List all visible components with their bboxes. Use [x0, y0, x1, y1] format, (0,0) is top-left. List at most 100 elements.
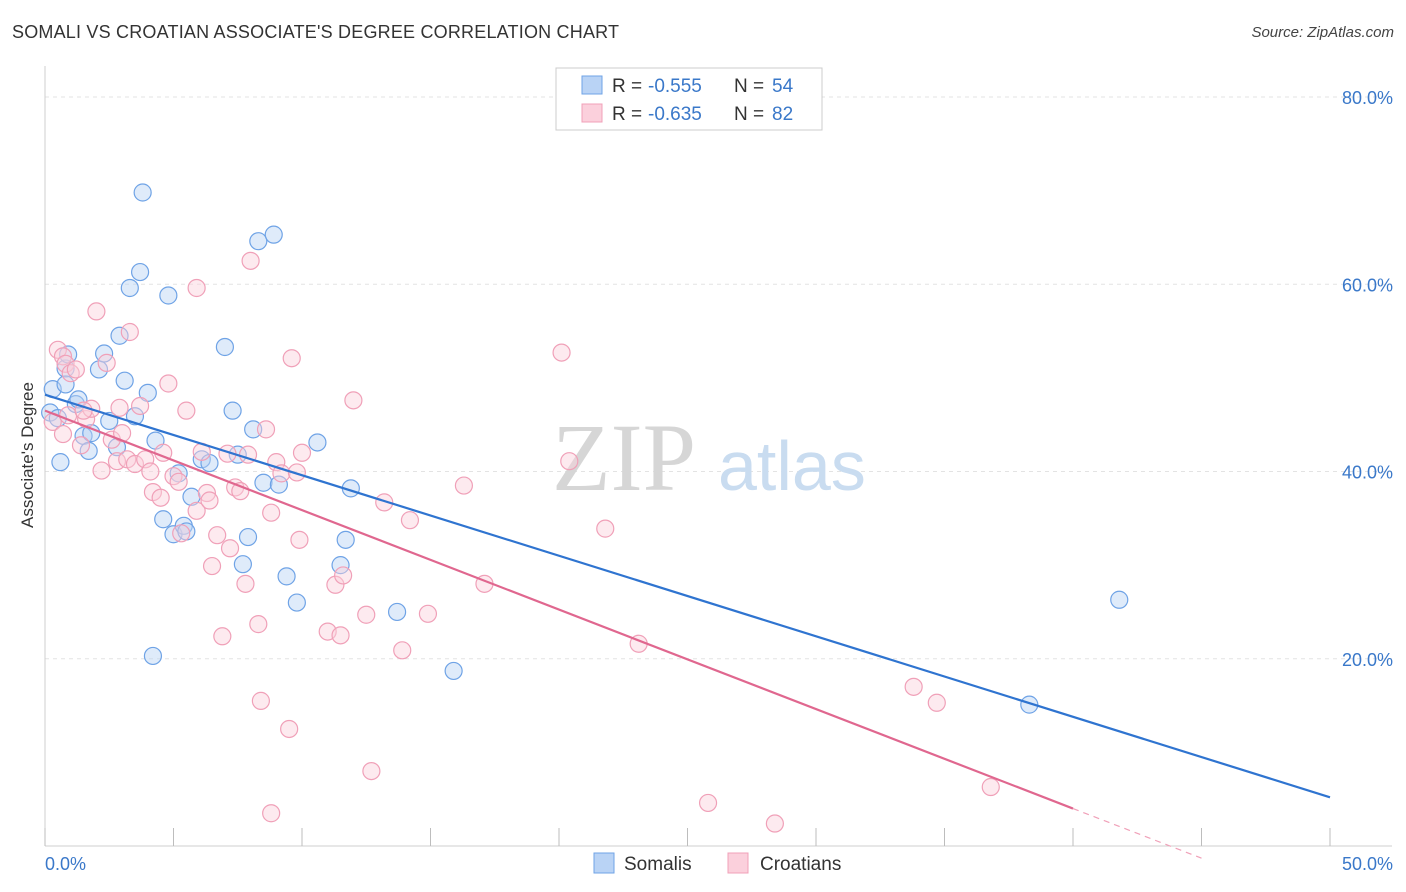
somalis-r-label: R =: [612, 76, 642, 97]
croatian-point: [125, 454, 145, 474]
trend-layer: [44, 393, 1331, 859]
croatian-point: [177, 401, 196, 420]
somali-point: [130, 262, 150, 282]
croatian-point: [197, 483, 217, 503]
somalis-series-swatch: [593, 852, 615, 874]
somalis-r-value: -0.555: [648, 76, 702, 97]
croatian-point: [187, 278, 206, 298]
somali-point: [215, 337, 234, 357]
somali-point: [308, 433, 327, 452]
somali-point: [223, 401, 242, 420]
croatian-point: [280, 719, 299, 739]
croatian-point: [362, 761, 381, 781]
croatian-point: [172, 524, 191, 543]
croatians-n-label: N =: [734, 104, 764, 125]
croatian-point: [200, 491, 219, 510]
somalis-n-value: 54: [772, 76, 794, 97]
somali-point: [336, 530, 355, 549]
croatian-point: [56, 354, 75, 373]
somali-point: [331, 556, 350, 575]
croatian-point: [981, 777, 1000, 797]
croatian-point: [418, 604, 438, 623]
croatian-point: [87, 302, 106, 321]
croatian-point: [698, 793, 718, 813]
somali-point: [254, 473, 273, 492]
somali-point: [387, 602, 407, 622]
croatian-point: [282, 349, 301, 368]
watermark-atlas: atlas: [718, 427, 866, 505]
somali-point: [444, 661, 463, 681]
croatian-point: [375, 493, 394, 512]
somali-point: [110, 326, 129, 345]
croatian-point: [326, 575, 345, 594]
croatian-point: [130, 396, 150, 416]
somali-point: [51, 453, 70, 472]
croatian-point: [331, 626, 350, 645]
croatian-point: [765, 814, 784, 833]
croatian-point: [164, 467, 183, 486]
croatian-point: [290, 530, 309, 549]
somalis-n-label: N =: [734, 76, 764, 97]
y-tick-label: 60.0%: [1342, 275, 1393, 295]
croatian-point: [552, 343, 571, 362]
somali-point: [115, 371, 134, 390]
croatian-point: [287, 463, 306, 482]
croatian-point: [208, 526, 227, 545]
croatian-point: [92, 461, 111, 480]
croatian-point: [241, 251, 260, 270]
stats-legend: R = -0.555 N = 54 R = -0.635 N = 82: [555, 67, 823, 131]
croatian-trendline: [44, 409, 1074, 810]
croatian-point: [159, 374, 178, 393]
croatian-point: [249, 615, 268, 634]
croatian-point: [120, 322, 139, 342]
croatian-point: [560, 452, 579, 471]
croatian-point: [251, 691, 270, 710]
somali-point: [133, 183, 152, 202]
somali-point: [287, 593, 306, 612]
croatian-point: [53, 347, 73, 366]
somali-point: [154, 510, 173, 529]
watermark: ZIP atlas: [552, 404, 866, 511]
somali-point: [277, 567, 296, 586]
somali-point: [233, 555, 252, 574]
chart-title: SOMALI VS CROATIAN ASSOCIATE'S DEGREE CO…: [12, 22, 620, 42]
croatians-r-value: -0.635: [648, 104, 702, 125]
croatian-point: [236, 574, 255, 593]
source-label: Source: ZipAtlas.com: [1251, 24, 1394, 41]
somali-point: [244, 420, 263, 439]
croatian-point: [71, 436, 91, 455]
x-tick-label: 50.0%: [1342, 854, 1393, 874]
somali-point: [82, 424, 101, 443]
x-tick-label: 0.0%: [45, 854, 86, 874]
croatian-point: [141, 462, 160, 481]
point-layer: [41, 183, 1129, 833]
croatians-r-label: R =: [612, 104, 642, 125]
croatians-series-label: Croatians: [760, 854, 841, 875]
croatian-point: [187, 501, 206, 520]
grid-layer: [45, 96, 1392, 660]
croatian-point: [596, 519, 615, 538]
croatian-point: [454, 476, 474, 495]
somali-point: [120, 278, 139, 298]
somali-point: [1110, 590, 1129, 609]
somali-point: [143, 646, 163, 666]
croatian-point: [53, 424, 73, 444]
axis-layer: [44, 66, 1392, 847]
somali-point: [249, 232, 268, 251]
croatian-point: [220, 539, 240, 558]
croatian-point: [927, 693, 946, 712]
croatian-point: [400, 511, 420, 530]
somali-point: [269, 475, 288, 494]
croatian-point: [292, 443, 312, 462]
somalis-series-label: Somalis: [624, 854, 692, 875]
croatian-point: [202, 556, 222, 576]
croatian-point: [97, 353, 116, 372]
y-tick-label: 80.0%: [1342, 88, 1393, 108]
y-axis-title: Associate's Degree: [18, 382, 37, 528]
croatian-point: [110, 398, 129, 417]
croatian-point: [334, 566, 353, 585]
somali-point: [264, 225, 283, 244]
somali-point: [238, 527, 258, 547]
croatian-point: [344, 391, 363, 410]
